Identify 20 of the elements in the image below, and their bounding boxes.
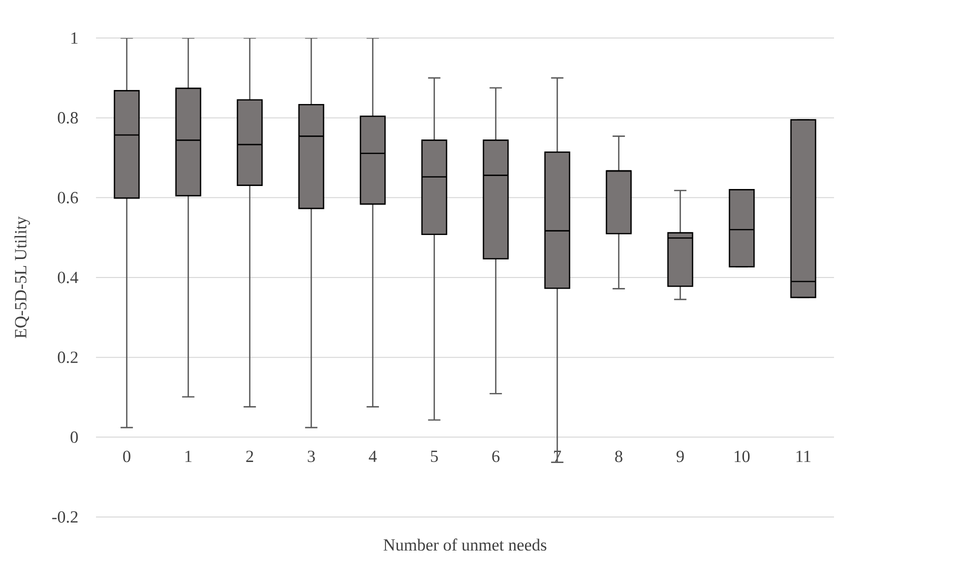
x-tick-label: 11 bbox=[796, 450, 810, 462]
y-tick-label: 0.2 bbox=[58, 352, 78, 364]
y-tick-label: -0.2 bbox=[52, 511, 78, 523]
x-tick-label: 0 bbox=[123, 450, 130, 462]
x-axis-title: Number of unmet needs bbox=[384, 538, 546, 551]
y-tick-label: 1 bbox=[71, 32, 78, 44]
x-tick-label: 4 bbox=[368, 450, 377, 462]
x-tick-label: 8 bbox=[615, 450, 622, 462]
x-tick-label: 6 bbox=[492, 450, 500, 462]
y-axis-title: EQ-5D-5L Utility bbox=[14, 216, 30, 338]
y-tick-label: 0.8 bbox=[58, 112, 78, 124]
x-tick-label: 10 bbox=[734, 450, 750, 462]
y-tick-label: 0 bbox=[70, 431, 78, 443]
x-tick-label: 5 bbox=[430, 450, 438, 462]
y-tick-label: 0.6 bbox=[58, 192, 78, 204]
x-tick-label: 1 bbox=[185, 450, 192, 462]
y-tick-label: 0.4 bbox=[58, 272, 78, 284]
x-tick-label: 9 bbox=[676, 450, 684, 462]
x-tick-label: 2 bbox=[246, 450, 254, 462]
x-tick-label: 3 bbox=[308, 450, 315, 462]
